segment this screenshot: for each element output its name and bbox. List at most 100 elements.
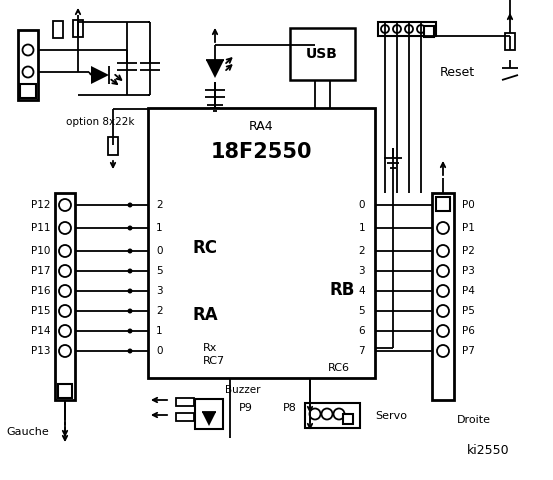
Circle shape xyxy=(417,25,425,33)
Circle shape xyxy=(128,348,133,353)
Text: 2: 2 xyxy=(156,200,163,210)
Text: 7: 7 xyxy=(358,346,365,356)
Bar xyxy=(424,26,434,37)
Bar xyxy=(176,398,194,406)
Circle shape xyxy=(437,325,449,337)
Text: Reset: Reset xyxy=(440,65,475,79)
Circle shape xyxy=(59,285,71,297)
Text: option 8x22k: option 8x22k xyxy=(66,117,134,127)
Text: P6: P6 xyxy=(462,326,475,336)
Circle shape xyxy=(128,328,133,334)
Bar xyxy=(290,28,355,80)
Text: P5: P5 xyxy=(462,306,475,316)
Text: ki2550: ki2550 xyxy=(467,444,510,456)
Text: P11: P11 xyxy=(30,223,50,233)
Circle shape xyxy=(405,25,413,33)
Circle shape xyxy=(59,345,71,357)
Circle shape xyxy=(437,199,449,211)
Bar xyxy=(73,20,83,37)
Bar xyxy=(20,84,36,98)
Text: 6: 6 xyxy=(358,326,365,336)
Circle shape xyxy=(128,288,133,293)
Text: RA: RA xyxy=(193,306,218,324)
Circle shape xyxy=(128,309,133,313)
Circle shape xyxy=(437,245,449,257)
Text: 18F2550: 18F2550 xyxy=(210,142,312,162)
Text: 0: 0 xyxy=(358,200,365,210)
Text: P16: P16 xyxy=(30,286,50,296)
Text: P0: P0 xyxy=(462,200,474,210)
Bar xyxy=(108,137,118,155)
Text: P9: P9 xyxy=(239,403,253,413)
Text: 2: 2 xyxy=(358,246,365,256)
Circle shape xyxy=(59,199,71,211)
Circle shape xyxy=(128,268,133,274)
Text: Servo: Servo xyxy=(375,411,407,421)
Circle shape xyxy=(23,67,34,77)
Text: P4: P4 xyxy=(462,286,475,296)
Circle shape xyxy=(128,249,133,253)
Bar xyxy=(195,399,223,429)
Text: P15: P15 xyxy=(30,306,50,316)
Text: RA4: RA4 xyxy=(249,120,273,132)
Text: P3: P3 xyxy=(462,266,475,276)
Circle shape xyxy=(393,25,401,33)
Text: 1: 1 xyxy=(156,223,163,233)
Circle shape xyxy=(59,222,71,234)
Circle shape xyxy=(59,265,71,277)
Circle shape xyxy=(437,345,449,357)
Text: Buzzer: Buzzer xyxy=(225,385,260,395)
Text: P13: P13 xyxy=(30,346,50,356)
Circle shape xyxy=(333,408,345,420)
Text: 0: 0 xyxy=(156,246,163,256)
Text: 5: 5 xyxy=(358,306,365,316)
Bar xyxy=(58,384,72,398)
Bar xyxy=(436,197,450,211)
Text: P8: P8 xyxy=(283,403,297,413)
Text: RC6: RC6 xyxy=(328,363,350,373)
Circle shape xyxy=(437,305,449,317)
Text: 1: 1 xyxy=(358,223,365,233)
Text: P2: P2 xyxy=(462,246,475,256)
Bar xyxy=(432,193,454,400)
Text: P7: P7 xyxy=(462,346,475,356)
Text: 0: 0 xyxy=(156,346,163,356)
Text: 3: 3 xyxy=(358,266,365,276)
Circle shape xyxy=(437,265,449,277)
Text: RB: RB xyxy=(330,281,355,299)
Bar xyxy=(148,108,375,378)
Bar xyxy=(18,30,38,100)
Bar xyxy=(343,414,353,424)
Text: P14: P14 xyxy=(30,326,50,336)
Text: 3: 3 xyxy=(156,286,163,296)
Text: RC7: RC7 xyxy=(203,356,225,366)
Text: P12: P12 xyxy=(30,200,50,210)
Bar xyxy=(305,403,360,428)
Text: Droite: Droite xyxy=(457,415,491,425)
Circle shape xyxy=(59,325,71,337)
Text: RC: RC xyxy=(193,239,218,257)
Bar xyxy=(378,22,436,36)
Text: P1: P1 xyxy=(462,223,475,233)
Text: Rx: Rx xyxy=(203,343,217,353)
Circle shape xyxy=(321,408,332,420)
Polygon shape xyxy=(202,412,216,426)
Circle shape xyxy=(128,226,133,230)
Text: P10: P10 xyxy=(30,246,50,256)
Polygon shape xyxy=(206,60,224,78)
Circle shape xyxy=(128,203,133,207)
Circle shape xyxy=(23,45,34,56)
Circle shape xyxy=(59,305,71,317)
Circle shape xyxy=(310,408,321,420)
Text: USB: USB xyxy=(306,47,338,61)
Bar xyxy=(505,33,515,50)
Circle shape xyxy=(437,285,449,297)
Circle shape xyxy=(437,222,449,234)
Circle shape xyxy=(59,245,71,257)
Bar xyxy=(53,21,63,38)
Text: P17: P17 xyxy=(30,266,50,276)
Polygon shape xyxy=(91,66,109,84)
Text: 2: 2 xyxy=(156,306,163,316)
Text: 4: 4 xyxy=(358,286,365,296)
Bar xyxy=(55,193,75,400)
